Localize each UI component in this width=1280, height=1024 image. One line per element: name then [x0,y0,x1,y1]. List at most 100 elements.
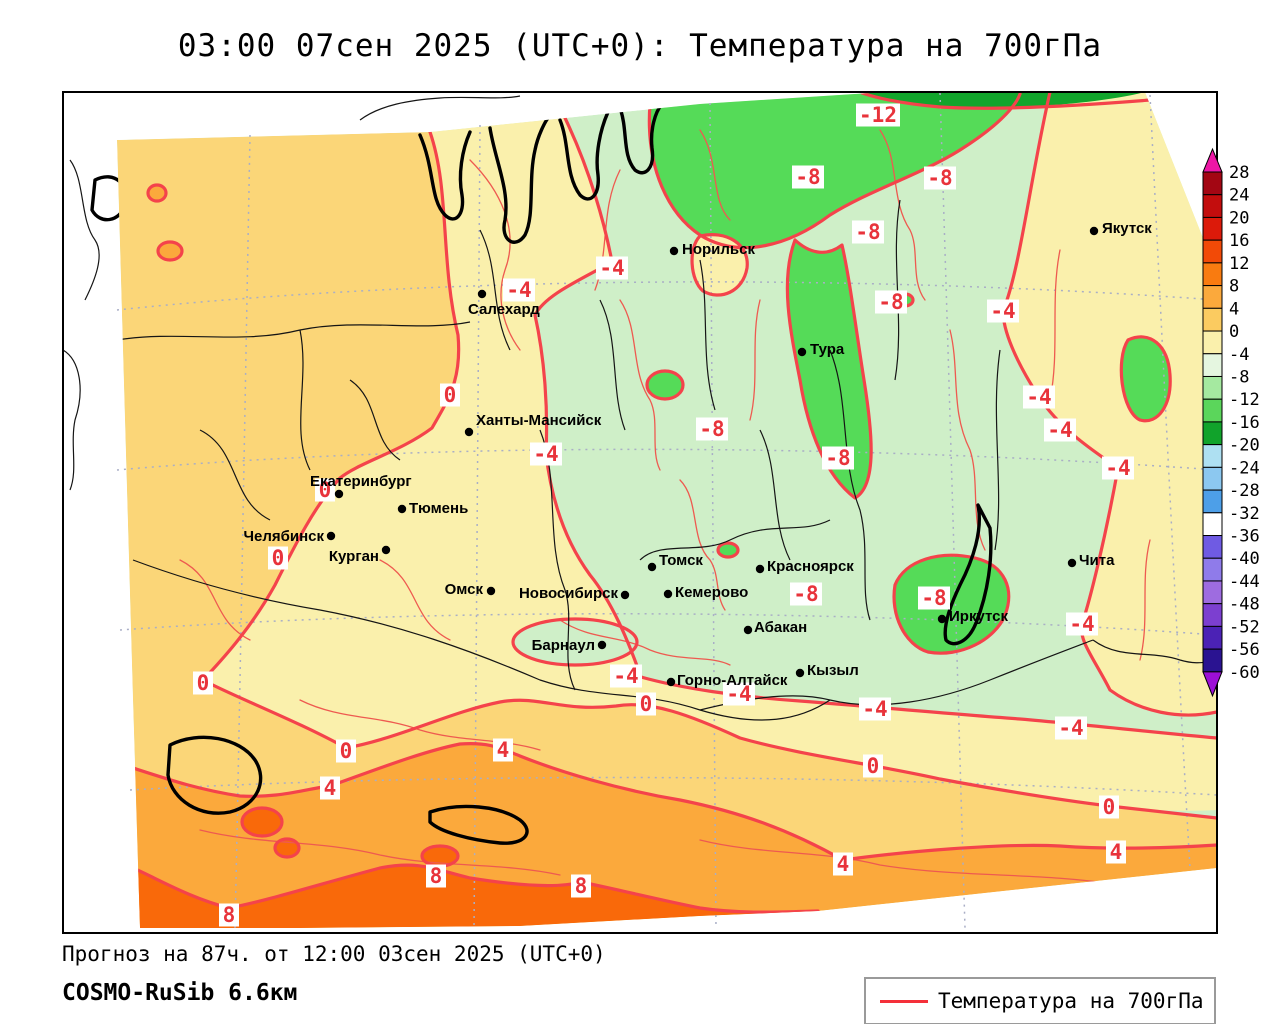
svg-text:-4: -4 [726,682,751,706]
city-label: Тюмень [409,500,468,517]
contour-label: 0 [315,478,335,502]
contour-label: -8 [790,582,822,606]
city-markers: Норильск Салехард Тура Ханты-Мансийск Екатер… [243,220,1152,689]
city-marker: Норильск [669,241,755,258]
colorbar-tick-label: -56 [1229,640,1260,660]
contour-label: 0 [1099,795,1119,819]
city-marker: Омск [445,581,496,598]
svg-text:-4: -4 [1069,612,1094,636]
city-label: Иркутск [949,608,1008,625]
city-label: Томск [659,552,703,569]
svg-text:-4: -4 [533,442,558,466]
svg-text:0: 0 [867,754,880,778]
city-marker: Якутск [1089,220,1152,237]
contour-labels: -12 -8 -8 -8 -8 -8 -8 -8 -8 -4 -4 -4 -4 -4 -4 -4 -4 -4 -4 -… [193,103,1134,927]
contour-label: 4 [493,738,513,762]
colorbar-arrow-bottom [1202,671,1223,698]
svg-text:0: 0 [272,546,285,570]
svg-text:-8: -8 [699,417,724,441]
city-label: Горно-Алтайск [677,672,788,689]
svg-text:4: 4 [324,776,337,800]
city-marker: Горно-Алтайск [666,672,788,689]
contour-label: 0 [336,739,356,763]
colorbar-tick-label: 8 [1229,277,1239,297]
colorbar-cell [1202,512,1223,537]
city-label: Норильск [682,241,755,258]
svg-text:8: 8 [575,874,588,898]
city-label: Омск [445,581,484,598]
svg-text:-4: -4 [613,664,638,688]
svg-text:-4: -4 [599,256,624,280]
colorbar-cell [1202,171,1223,196]
contour-label: 4 [833,852,853,876]
city-label: Абакан [754,619,807,636]
contour-label: -4 [1044,418,1076,442]
colorbar: 2824201612840-4-8-12-16-20-24-28-32-36-4… [1202,147,1260,698]
city-marker: Абакан [743,619,807,636]
svg-text:0: 0 [197,671,210,695]
svg-text:-8: -8 [793,582,818,606]
contour-label: 4 [320,776,340,800]
colorbar-tick-label: 12 [1229,254,1249,274]
contour-label: 0 [268,546,288,570]
city-marker: Барнаул [532,637,607,654]
colorbar-tick-label: -20 [1229,436,1260,456]
colorbar-tick-label: -48 [1229,595,1260,615]
temperature-bands [117,92,1217,928]
colorbar-tick-label: 28 [1229,163,1249,183]
contour-label: -4 [596,256,628,280]
city-label: Екатеринбург [310,473,412,490]
city-label: Новосибирск [519,585,619,602]
page-title: 03:00 07сен 2025 (UTC+0): Температура на… [177,28,1103,64]
colorbar-tick-label: -4 [1229,345,1249,365]
colorbar-tick-label: 0 [1229,322,1239,342]
city-marker: Челябинск [243,528,336,545]
city-label: Тура [810,341,845,358]
city-label: Якутск [1102,220,1152,237]
colorbar-cell [1202,194,1223,218]
model-name-text: COSMO-RuSib 6.6км [62,980,298,1006]
svg-text:-4: -4 [990,299,1015,323]
colorbar-cell [1202,557,1223,582]
city-marker: Тюмень [397,500,468,517]
colorbar-tick-label: -36 [1229,527,1260,547]
city-marker: Ханты-Мансийск [464,412,602,437]
svg-text:4: 4 [837,852,850,876]
contour-label: 8 [426,864,446,888]
svg-text:4: 4 [497,738,510,762]
svg-text:-4: -4 [1058,716,1083,740]
city-marker: Иркутск [937,608,1008,625]
city-marker: Новосибирск [519,585,630,602]
city-marker: Кемерово [663,584,748,601]
city-marker: Курган [329,545,391,565]
colorbar-cell [1202,648,1223,673]
colorbar-cell [1202,375,1223,400]
contour-label: -4 [610,664,642,688]
thick-contours [131,92,1217,914]
colorbar-cell [1202,398,1223,423]
svg-text:-8: -8 [878,290,903,314]
colorbar-tick-label: -32 [1229,504,1260,524]
contour-label: -4 [1102,456,1134,480]
contour-label: 0 [193,671,213,695]
city-label: Кызыл [807,662,859,679]
svg-text:0: 0 [444,383,457,407]
colorbar-cell [1202,444,1223,468]
svg-text:-8: -8 [921,586,946,610]
geography [117,102,1217,845]
svg-text:-8: -8 [927,166,952,190]
colorbar-cell [1202,535,1223,559]
colorbar-tick-label: -28 [1229,481,1260,501]
svg-text:-4: -4 [1105,456,1130,480]
svg-text:-4: -4 [862,697,887,721]
city-label: Чита [1079,552,1115,569]
svg-text:-4: -4 [506,278,531,302]
colorbar-tick-label: 16 [1229,231,1249,251]
colorbar-cell [1202,466,1223,491]
city-label: Ханты-Мансийск [476,412,602,429]
contour-label: -4 [859,697,891,721]
city-marker: Томск [647,552,703,572]
colorbar-cell [1202,421,1223,446]
